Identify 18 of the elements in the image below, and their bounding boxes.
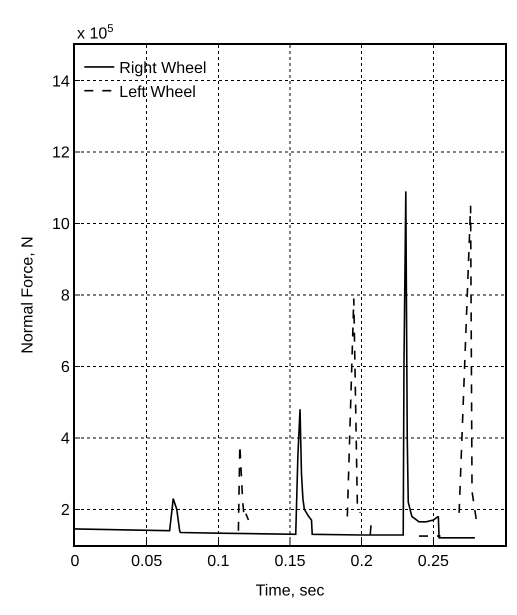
text: x 10$^{5}$ [77, 23, 114, 43]
y-axis-title: Normal Force, N [19, 236, 36, 354]
x-tick-label: 0.1 [207, 553, 230, 570]
x-tick-label: 0.05 [131, 553, 162, 570]
legend-label: Left Wheel [119, 84, 196, 101]
legend-label: Right Wheel [119, 60, 206, 78]
y-tick-label: 2 [60, 502, 70, 519]
y-tick-label: 14 [52, 73, 70, 90]
x-axis-title: Time, sec [256, 582, 324, 600]
x-tick-label: 0 [70, 553, 80, 570]
x-tick-label: 0.15 [274, 553, 306, 570]
y-tick-label: 6 [60, 359, 70, 376]
x-tick-label: 0.2 [350, 553, 373, 570]
y-tick-label: 12 [52, 144, 70, 162]
y-tick-label: 10 [52, 216, 70, 234]
y-tick-label: 8 [60, 288, 70, 305]
x-tick-label: 0.25 [418, 553, 449, 570]
y-tick-label: 4 [60, 430, 70, 448]
